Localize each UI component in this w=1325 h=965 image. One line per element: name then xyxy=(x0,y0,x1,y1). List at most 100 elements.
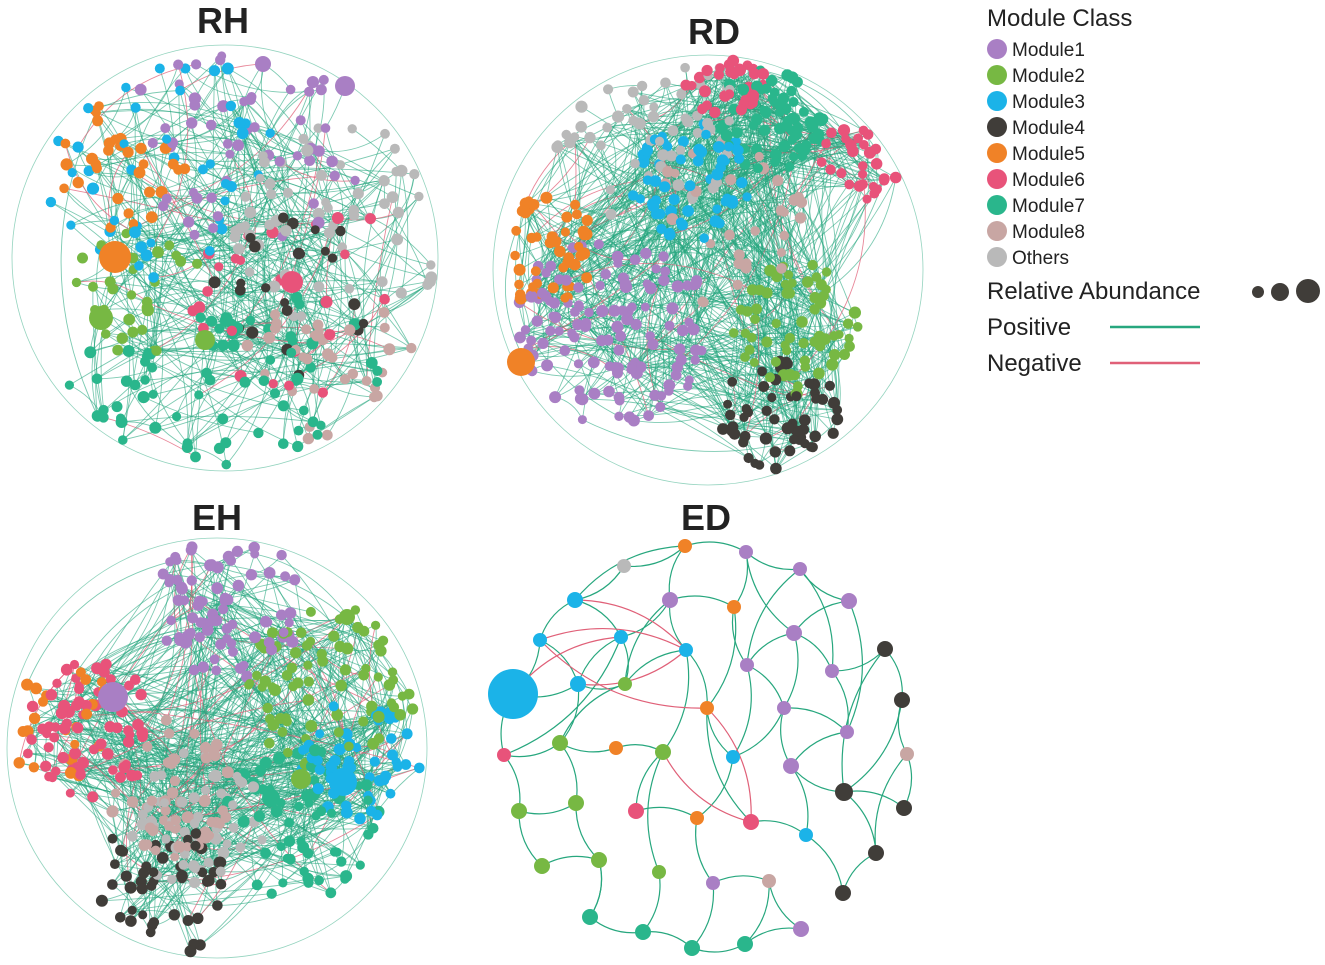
network-node xyxy=(58,722,71,735)
network-node xyxy=(647,110,660,123)
positive-edge xyxy=(227,68,304,140)
network-node xyxy=(691,275,703,287)
positive-edge xyxy=(541,855,600,867)
network-node xyxy=(268,379,278,389)
positive-edge xyxy=(750,820,807,836)
network-node xyxy=(302,432,315,445)
net-eh-nodes xyxy=(13,541,425,958)
network-node xyxy=(265,644,278,656)
network-node xyxy=(69,659,80,670)
network-node xyxy=(675,154,686,165)
positive-edge xyxy=(642,871,661,933)
network-node xyxy=(137,809,148,820)
network-node xyxy=(682,280,693,291)
network-node xyxy=(526,232,537,244)
legend-swatch-module7 xyxy=(987,195,1007,215)
positive-edge xyxy=(525,212,580,306)
positive-edge xyxy=(790,731,848,767)
network-node xyxy=(112,344,124,356)
network-node xyxy=(790,370,800,381)
network-node xyxy=(293,425,304,436)
positive-edge xyxy=(215,670,302,770)
network-node xyxy=(392,206,405,219)
positive-edge xyxy=(50,201,227,465)
positive-edge xyxy=(731,130,792,382)
network-node xyxy=(151,345,162,356)
network-node xyxy=(825,164,836,175)
positive-edge xyxy=(518,212,526,285)
network-node xyxy=(666,213,679,226)
positive-edge xyxy=(635,806,698,819)
network-node xyxy=(172,411,182,422)
network-node xyxy=(99,241,131,273)
positive-edge xyxy=(781,172,842,269)
positive-edge xyxy=(300,840,361,866)
positive-edge xyxy=(800,202,817,278)
network-node xyxy=(325,887,337,899)
network-node xyxy=(387,667,398,677)
network-node xyxy=(183,216,195,228)
network-node xyxy=(278,627,289,638)
network-node xyxy=(302,353,313,365)
network-node xyxy=(221,62,234,75)
network-node xyxy=(373,733,385,744)
network-node xyxy=(118,435,128,445)
network-node xyxy=(511,225,522,236)
panel-title-rh: RH xyxy=(197,0,249,41)
network-node xyxy=(859,140,869,150)
network-node xyxy=(208,223,219,234)
network-node xyxy=(808,132,820,144)
positive-edge xyxy=(63,187,201,318)
positive-edge xyxy=(519,211,533,294)
positive-edge xyxy=(163,573,323,655)
network-node xyxy=(264,219,275,230)
positive-edge xyxy=(732,409,838,428)
network-node xyxy=(335,76,355,96)
positive-edge xyxy=(95,164,131,441)
network-node xyxy=(731,127,743,139)
network-node xyxy=(45,196,57,208)
network-node xyxy=(344,324,356,336)
network-node xyxy=(247,781,259,793)
network-node xyxy=(647,200,660,213)
network-node xyxy=(789,434,799,445)
positive-edge xyxy=(631,228,662,370)
network-node xyxy=(365,213,376,225)
network-node xyxy=(582,909,598,925)
legend-label-module5: Module5 xyxy=(1012,144,1085,165)
network-node xyxy=(514,279,524,290)
positive-edge xyxy=(529,208,673,309)
network-node xyxy=(772,464,782,474)
network-node xyxy=(313,281,325,293)
network-node xyxy=(150,845,161,856)
network-node xyxy=(844,341,855,352)
positive-edge xyxy=(670,210,815,310)
network-node xyxy=(321,429,333,441)
network-node xyxy=(181,811,194,824)
network-node xyxy=(794,212,807,224)
network-node xyxy=(605,208,617,220)
network-node xyxy=(852,322,863,332)
network-node xyxy=(173,59,184,70)
network-node xyxy=(537,337,549,349)
negative-edge xyxy=(539,628,687,651)
network-node xyxy=(670,168,680,178)
network-node xyxy=(335,225,346,237)
positive-edge xyxy=(215,645,308,777)
network-node xyxy=(246,326,259,339)
network-rh xyxy=(11,44,439,472)
network-node xyxy=(88,281,98,292)
network-node xyxy=(160,798,169,808)
network-node xyxy=(809,291,821,303)
network-node xyxy=(839,349,850,360)
network-node xyxy=(106,805,119,818)
network-node xyxy=(896,800,912,816)
network-node xyxy=(760,106,772,119)
positive-edge xyxy=(264,161,281,330)
network-node xyxy=(767,392,777,403)
network-node xyxy=(758,381,770,392)
positive-edge xyxy=(262,79,325,338)
positive-edge xyxy=(193,148,396,193)
network-node xyxy=(320,295,333,308)
network-node xyxy=(234,284,246,296)
